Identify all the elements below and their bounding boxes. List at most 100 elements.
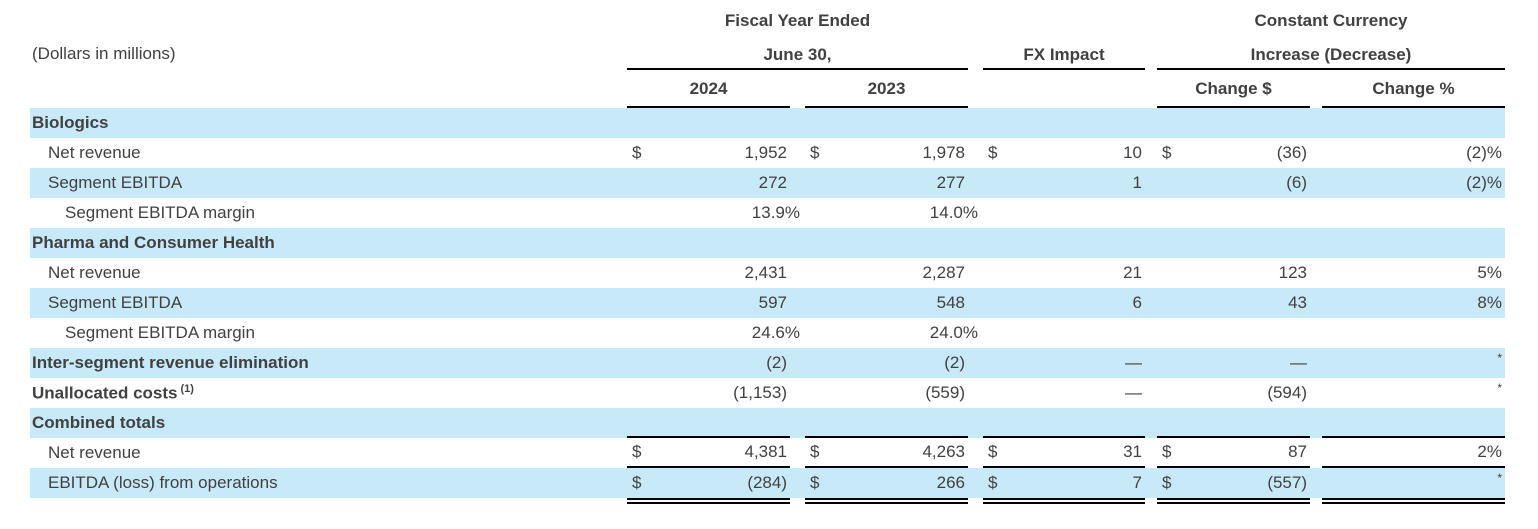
cell-change-dollar (1157, 198, 1310, 228)
cell-change-percent (1322, 318, 1505, 348)
cell-value: (2)% (1466, 143, 1502, 162)
cell-fy2024: 2,431 (627, 258, 790, 288)
cell-change-dollar: $ (557) (1157, 468, 1310, 504)
row-label: EBITDA (loss) from operations (48, 473, 278, 492)
cell-value: (6) (1286, 173, 1307, 192)
header-year-2024: 2024 (627, 79, 790, 108)
cell-value: (2)% (1466, 173, 1502, 192)
cell-change-dollar: 43 (1157, 288, 1310, 318)
row-label: Segment EBITDA margin (65, 323, 255, 342)
cell-fx-impact: $10 (983, 138, 1145, 168)
cell-value: 272 (758, 173, 787, 192)
header-increase-decrease: Increase (Decrease) (1157, 45, 1505, 70)
row-label: Unallocated costs (1) (32, 382, 194, 403)
cell-fy2024: 272 (627, 168, 790, 198)
cell-change-dollar: 123 (1157, 258, 1310, 288)
cell-value: * (1497, 381, 1502, 395)
cell-value: 2,287 (922, 263, 965, 282)
table-body: Biologics Net revenue $1,952 $1,978 $10 $ (36)… (30, 108, 1505, 504)
dollar-sign: $ (988, 442, 998, 461)
cell-change-percent: * (1322, 468, 1505, 504)
cell-value: 13.9% (751, 203, 800, 222)
cell-value: 4,381 (744, 442, 787, 461)
cell-value: — (1290, 353, 1307, 372)
cell-value: 5% (1477, 263, 1502, 282)
cell-value: 14.0% (929, 203, 978, 222)
cell-change-percent (1322, 108, 1505, 138)
cell-value: 10 (1123, 143, 1142, 162)
cell-value: 277 (936, 173, 965, 192)
cell-value: 7 (1132, 473, 1142, 492)
cell-fx-impact (983, 108, 1145, 138)
cell-value: — (1125, 383, 1142, 402)
cell-fy2023: 14.0% (805, 198, 978, 228)
cell-value: — (1125, 353, 1142, 372)
cell-fy2024: 13.9% (627, 198, 800, 228)
row-label: Segment EBITDA (48, 293, 183, 312)
header-fiscal-year-ended: Fiscal Year Ended (724, 11, 871, 30)
table-row: Net revenue $1,952 $1,978 $10 $ (36) (2)% (30, 138, 1505, 168)
cell-value: 1,952 (744, 143, 787, 162)
row-label: Segment EBITDA margin (65, 203, 255, 222)
cell-value: 597 (758, 293, 787, 312)
cell-change-dollar (1157, 228, 1310, 258)
cell-fy2023 (805, 408, 968, 438)
cell-value: 123 (1278, 263, 1307, 282)
cell-fy2023: (2) (805, 348, 968, 378)
header-year-2023: 2023 (805, 79, 968, 108)
cell-value: (594) (1267, 383, 1307, 402)
dollar-sign: $ (988, 473, 998, 492)
cell-fy2024: 24.6% (627, 318, 800, 348)
cell-value: 1,978 (922, 143, 965, 162)
cell-fy2023: $4,263 (805, 438, 968, 468)
cell-fy2023: 548 (805, 288, 968, 318)
dollar-sign: $ (632, 473, 642, 492)
cell-fx-impact: — (983, 378, 1145, 408)
cell-fx-impact (983, 408, 1145, 438)
table-row: Net revenue $4,381 $4,263 $31 $87 2% (30, 438, 1505, 468)
row-label: Biologics (32, 113, 109, 132)
dollar-sign: $ (810, 442, 820, 461)
cell-value: * (1497, 351, 1502, 365)
cell-value: (557) (1267, 473, 1307, 492)
cell-change-percent (1322, 198, 1505, 228)
cell-value: 2% (1477, 442, 1502, 461)
header-change-dollar: Change $ (1157, 79, 1310, 108)
cell-fx-impact (983, 318, 1145, 348)
dollar-sign: $ (1162, 143, 1172, 162)
dollar-sign: $ (988, 143, 998, 162)
cell-fx-impact: — (983, 348, 1145, 378)
cell-change-dollar: (594) (1157, 378, 1310, 408)
row-label: Net revenue (48, 263, 141, 282)
cell-value: (2) (944, 353, 965, 372)
cell-change-percent: 8% (1322, 288, 1505, 318)
table-row: Biologics (30, 108, 1505, 138)
cell-value: 548 (936, 293, 965, 312)
cell-change-dollar: (6) (1157, 168, 1310, 198)
cell-change-dollar (1157, 408, 1310, 438)
row-label: Pharma and Consumer Health (32, 233, 275, 252)
header-constant-currency: Constant Currency (1254, 11, 1408, 30)
cell-fy2024: 597 (627, 288, 790, 318)
cell-value: 4,263 (922, 442, 965, 461)
dollars-in-millions-note: (Dollars in millions) (32, 44, 176, 63)
cell-change-percent: 5% (1322, 258, 1505, 288)
table-row: Inter-segment revenue elimination (2) (2) —… (30, 348, 1505, 378)
cell-fx-impact: 1 (983, 168, 1145, 198)
table-row: Segment EBITDA 272 277 1 (6) (2)% (30, 168, 1505, 198)
cell-value: 1 (1132, 173, 1142, 192)
cell-fy2024 (627, 408, 790, 438)
header-june-30: June 30, (627, 45, 968, 70)
row-label: Net revenue (48, 443, 141, 462)
cell-value: 2,431 (744, 263, 787, 282)
row-label: Segment EBITDA (48, 173, 183, 192)
cell-fy2023: $1,978 (805, 138, 968, 168)
table-header-row-3: 2024 2023 Change $ Change % (30, 70, 1505, 108)
cell-value: 8% (1477, 293, 1502, 312)
cell-value: (284) (747, 473, 787, 492)
row-label: Inter-segment revenue elimination (32, 353, 309, 372)
table-row: Segment EBITDA margin 24.6% 24.0% (30, 318, 1505, 348)
header-fx-impact: FX Impact (983, 45, 1145, 70)
cell-fy2024 (627, 108, 790, 138)
cell-fy2024: $ (284) (627, 468, 790, 504)
